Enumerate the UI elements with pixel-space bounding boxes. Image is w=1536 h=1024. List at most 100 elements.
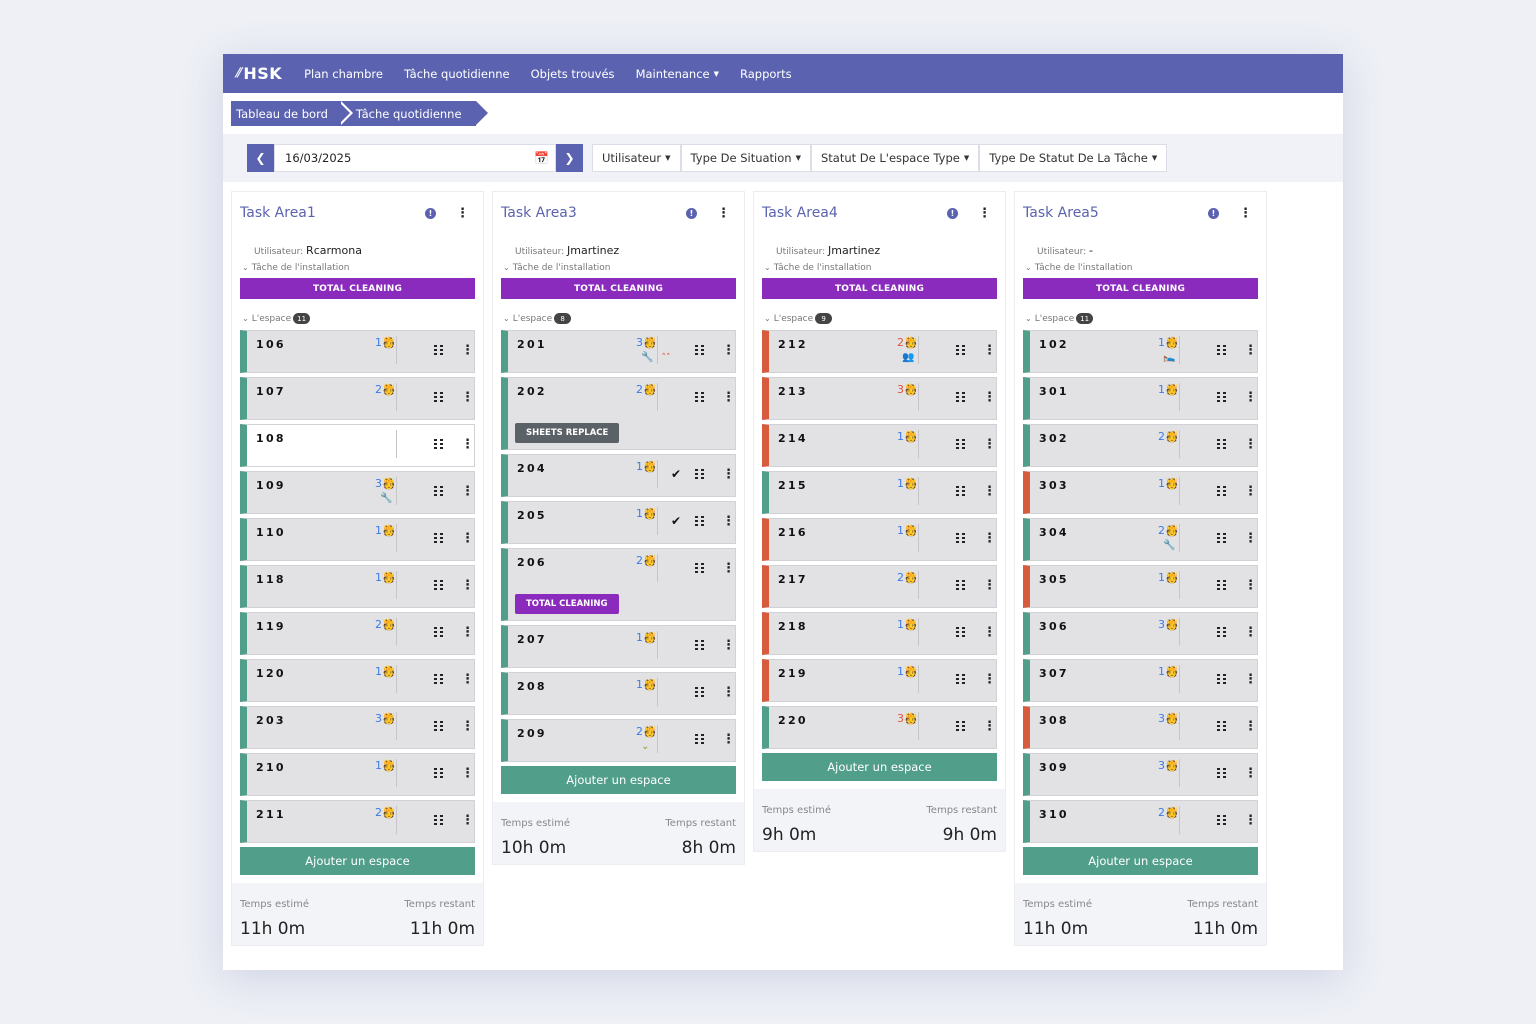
info-icon[interactable]: ! — [947, 207, 958, 219]
room-card[interactable]: 210 1🫅 ⋮ — [240, 753, 475, 796]
drag-handle-icon[interactable] — [956, 345, 965, 355]
room-card[interactable]: 217 2🫅 ⋮ — [762, 565, 997, 608]
room-menu-icon[interactable]: ⋮ — [461, 766, 474, 781]
room-card[interactable]: 203 3🫅 ⋮ — [240, 706, 475, 749]
nav-tache-quotidienne[interactable]: Tâche quotidienne — [403, 66, 510, 81]
drag-handle-icon[interactable] — [434, 674, 443, 684]
add-space-button[interactable]: Ajouter un espace — [1023, 847, 1258, 875]
room-menu-icon[interactable]: ⋮ — [461, 578, 474, 593]
room-menu-icon[interactable]: ⋮ — [722, 732, 735, 747]
drag-handle-icon[interactable] — [434, 533, 443, 543]
hsk-logo[interactable]: ⫽ HSK — [235, 64, 282, 83]
room-card[interactable]: 202 2🫅 ⋮ SHEETS REPLACE — [501, 377, 736, 450]
room-card[interactable]: 218 1🫅 ⋮ — [762, 612, 997, 655]
drag-handle-icon[interactable] — [434, 768, 443, 778]
room-menu-icon[interactable]: ⋮ — [983, 625, 996, 640]
room-menu-icon[interactable]: ⋮ — [1244, 578, 1257, 593]
kebab-menu-icon[interactable]: ⋮ — [1239, 205, 1252, 221]
room-card[interactable]: 216 1🫅 ⋮ — [762, 518, 997, 561]
drag-handle-icon[interactable] — [956, 486, 965, 496]
room-card[interactable]: 310 2🫅 ⋮ — [1023, 800, 1258, 843]
drag-handle-icon[interactable] — [434, 392, 443, 402]
room-menu-icon[interactable]: ⋮ — [722, 638, 735, 653]
kebab-menu-icon[interactable]: ⋮ — [717, 205, 730, 221]
room-card[interactable]: 201 3🫅 🔧 ˄˄ ⋮ — [501, 330, 736, 373]
room-card[interactable]: 219 1🫅 ⋮ — [762, 659, 997, 702]
nav-plan-chambre[interactable]: Plan chambre — [304, 66, 383, 81]
room-menu-icon[interactable]: ⋮ — [1244, 437, 1257, 452]
room-card[interactable]: 308 3🫅 ⋮ — [1023, 706, 1258, 749]
calendar-icon[interactable]: 📅 — [534, 151, 549, 165]
room-menu-icon[interactable]: ⋮ — [722, 514, 735, 529]
room-card[interactable]: 107 2🫅 ⋮ — [240, 377, 475, 420]
room-card[interactable]: 301 1🫅 ⋮ — [1023, 377, 1258, 420]
room-menu-icon[interactable]: ⋮ — [461, 813, 474, 828]
drag-handle-icon[interactable] — [1217, 627, 1226, 637]
room-card[interactable]: 211 2🫅 ⋮ — [240, 800, 475, 843]
room-card[interactable]: 204 1🫅 ✔ ⋮ — [501, 454, 736, 497]
room-card[interactable]: 108 ⋮ — [240, 424, 475, 467]
drag-handle-icon[interactable] — [695, 734, 704, 744]
drag-handle-icon[interactable] — [695, 516, 704, 526]
check-icon[interactable]: ✔ — [671, 514, 682, 528]
installation-toggle[interactable]: ⌄ Tâche de l'installation — [762, 263, 997, 273]
filter-utilisateur[interactable]: Utilisateur ▼ — [592, 144, 681, 172]
drag-handle-icon[interactable] — [956, 580, 965, 590]
room-menu-icon[interactable]: ⋮ — [461, 531, 474, 546]
room-menu-icon[interactable]: ⋮ — [1244, 531, 1257, 546]
drag-handle-icon[interactable] — [695, 640, 704, 650]
room-card[interactable]: 205 1🫅 ✔ ⋮ — [501, 501, 736, 544]
espace-toggle[interactable]: ⌄ L'espace 11 — [240, 313, 475, 324]
room-menu-icon[interactable]: ⋮ — [461, 484, 474, 499]
drag-handle-icon[interactable] — [1217, 392, 1226, 402]
drag-handle-icon[interactable] — [695, 563, 704, 573]
drag-handle-icon[interactable] — [695, 687, 704, 697]
filter-type-de-situation[interactable]: Type De Situation ▼ — [680, 144, 811, 172]
check-icon[interactable]: ✔ — [671, 467, 682, 481]
room-menu-icon[interactable]: ⋮ — [461, 625, 474, 640]
drag-handle-icon[interactable] — [434, 721, 443, 731]
kebab-menu-icon[interactable]: ⋮ — [456, 205, 469, 221]
room-card[interactable]: 214 1🫅 ⋮ — [762, 424, 997, 467]
room-menu-icon[interactable]: ⋮ — [1244, 672, 1257, 687]
room-menu-icon[interactable]: ⋮ — [1244, 484, 1257, 499]
room-card[interactable]: 206 2🫅 ⋮ TOTAL CLEANING — [501, 548, 736, 621]
room-menu-icon[interactable]: ⋮ — [461, 390, 474, 405]
drag-handle-icon[interactable] — [434, 486, 443, 496]
drag-handle-icon[interactable] — [1217, 721, 1226, 731]
room-card[interactable]: 106 1🫅 ⋮ — [240, 330, 475, 373]
room-menu-icon[interactable]: ⋮ — [983, 390, 996, 405]
room-menu-icon[interactable]: ⋮ — [983, 343, 996, 358]
drag-handle-icon[interactable] — [695, 345, 704, 355]
room-menu-icon[interactable]: ⋮ — [983, 578, 996, 593]
add-space-button[interactable]: Ajouter un espace — [762, 753, 997, 781]
room-menu-icon[interactable]: ⋮ — [722, 467, 735, 482]
date-input[interactable]: 16/03/2025 📅 — [274, 144, 556, 172]
room-card[interactable]: 110 1🫅 ⋮ — [240, 518, 475, 561]
room-menu-icon[interactable]: ⋮ — [1244, 719, 1257, 734]
room-card[interactable]: 207 1🫅 ⋮ — [501, 625, 736, 668]
installation-toggle[interactable]: ⌄ Tâche de l'installation — [501, 263, 736, 273]
room-card[interactable]: 220 3🫅 ⋮ — [762, 706, 997, 749]
drag-handle-icon[interactable] — [956, 627, 965, 637]
drag-handle-icon[interactable] — [434, 580, 443, 590]
room-card[interactable]: 109 3🫅 🔧 ⋮ — [240, 471, 475, 514]
drag-handle-icon[interactable] — [434, 627, 443, 637]
room-menu-icon[interactable]: ⋮ — [1244, 625, 1257, 640]
add-space-button[interactable]: Ajouter un espace — [240, 847, 475, 875]
room-card[interactable]: 120 1🫅 ⋮ — [240, 659, 475, 702]
drag-handle-icon[interactable] — [1217, 533, 1226, 543]
espace-toggle[interactable]: ⌄ L'espace 9 — [762, 313, 997, 324]
nav-objets-trouves[interactable]: Objets trouvés — [530, 66, 615, 81]
room-card[interactable]: 304 2🫅 🔧 ⋮ — [1023, 518, 1258, 561]
room-card[interactable]: 102 1🫅 🛌 ⋮ — [1023, 330, 1258, 373]
add-space-button[interactable]: Ajouter un espace — [501, 766, 736, 794]
drag-handle-icon[interactable] — [695, 469, 704, 479]
room-menu-icon[interactable]: ⋮ — [722, 343, 735, 358]
drag-handle-icon[interactable] — [956, 392, 965, 402]
drag-handle-icon[interactable] — [1217, 439, 1226, 449]
room-menu-icon[interactable]: ⋮ — [983, 437, 996, 452]
room-menu-icon[interactable]: ⋮ — [461, 672, 474, 687]
room-menu-icon[interactable]: ⋮ — [722, 685, 735, 700]
prev-date-button[interactable]: ❮ — [247, 144, 274, 172]
